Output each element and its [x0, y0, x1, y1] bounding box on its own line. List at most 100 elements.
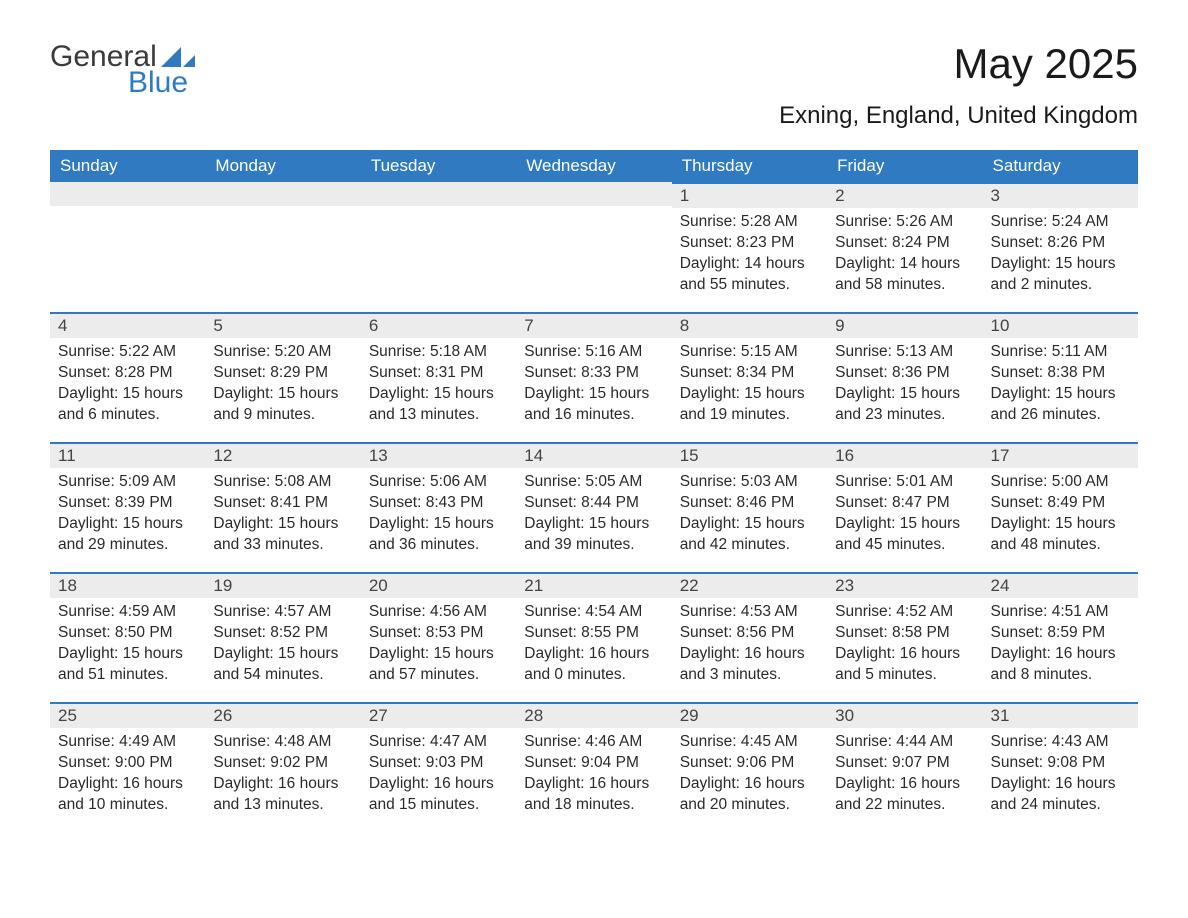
day-cell	[50, 182, 205, 312]
day-cell: 5Sunrise: 5:20 AMSunset: 8:29 PMDaylight…	[205, 312, 360, 442]
logo-word2: Blue	[128, 66, 188, 100]
day-cell: 31Sunrise: 4:43 AMSunset: 9:08 PMDayligh…	[983, 702, 1138, 832]
day-number-bar: 30	[827, 702, 982, 728]
sunrise-line: Sunrise: 5:16 AM	[524, 342, 663, 363]
day-content: Sunrise: 5:16 AMSunset: 8:33 PMDaylight:…	[516, 338, 671, 436]
day-cell: 20 Sunrise: 4:56 AMSunset: 8:53 PMDayligh…	[361, 572, 516, 702]
daylight-line: Daylight: 15 hours and 51 minutes.	[58, 644, 197, 686]
day-number-bar: 16	[827, 442, 982, 468]
day-number-bar: 8	[672, 312, 827, 338]
day-cell: 30Sunrise: 4:44 AMSunset: 9:07 PMDayligh…	[827, 702, 982, 832]
daylight-line: Daylight: 15 hours and 57 minutes.	[369, 644, 508, 686]
day-cell: 24Sunrise: 4:51 AMSunset: 8:59 PMDayligh…	[983, 572, 1138, 702]
day-number: 20	[369, 576, 388, 595]
sunrise-line: Sunrise: 5:28 AM	[680, 212, 819, 233]
day-number: 8	[680, 316, 689, 335]
day-cell	[361, 182, 516, 312]
sunset-line: Sunset: 8:46 PM	[680, 493, 819, 514]
logo-mark-icon	[161, 47, 195, 67]
day-cell: 11Sunrise: 5:09 AMSunset: 8:39 PMDayligh…	[50, 442, 205, 572]
sunrise-line: Sunrise: 5:20 AM	[213, 342, 352, 363]
day-cell: 10Sunrise: 5:11 AMSunset: 8:38 PMDayligh…	[983, 312, 1138, 442]
sunrise-line: Sunrise: 5:11 AM	[991, 342, 1130, 363]
day-content: Sunrise: 5:26 AMSunset: 8:24 PMDaylight:…	[827, 208, 982, 306]
day-number-bar	[50, 182, 205, 206]
day-number-bar: 24	[983, 572, 1138, 598]
day-content: Sunrise: 5:24 AMSunset: 8:26 PMDaylight:…	[983, 208, 1138, 306]
daylight-line: Daylight: 16 hours and 10 minutes.	[58, 774, 197, 816]
day-content: Sunrise: 5:28 AMSunset: 8:23 PMDaylight:…	[672, 208, 827, 306]
day-content: Sunrise: 5:00 AMSunset: 8:49 PMDaylight:…	[983, 468, 1138, 566]
sunset-line: Sunset: 8:26 PM	[991, 233, 1130, 254]
day-number: 14	[524, 446, 543, 465]
sunset-line: Sunset: 8:52 PM	[213, 623, 352, 644]
sunset-line: Sunset: 8:23 PM	[680, 233, 819, 254]
daylight-line: Daylight: 16 hours and 15 minutes.	[369, 774, 508, 816]
day-number-bar: 10	[983, 312, 1138, 338]
day-cell: 15Sunrise: 5:03 AMSunset: 8:46 PMDayligh…	[672, 442, 827, 572]
day-number: 17	[991, 446, 1010, 465]
daylight-line: Daylight: 15 hours and 45 minutes.	[835, 514, 974, 556]
day-content: Sunrise: 4:46 AMSunset: 9:04 PMDaylight:…	[516, 728, 671, 826]
day-number-bar: 21	[516, 572, 671, 598]
day-number-bar: 4	[50, 312, 205, 338]
sunrise-line: Sunrise: 5:01 AM	[835, 472, 974, 493]
day-content: Sunrise: 4:57 AMSunset: 8:52 PMDaylight:…	[205, 598, 360, 696]
day-content: Sunrise: 4:51 AMSunset: 8:59 PMDaylight:…	[983, 598, 1138, 696]
day-header-row: SundayMondayTuesdayWednesdayThursdayFrid…	[50, 150, 1138, 182]
day-number-bar: 2	[827, 182, 982, 208]
daylight-line: Daylight: 16 hours and 8 minutes.	[991, 644, 1130, 686]
day-cell: 7Sunrise: 5:16 AMSunset: 8:33 PMDaylight…	[516, 312, 671, 442]
day-content: Sunrise: 5:18 AMSunset: 8:31 PMDaylight:…	[361, 338, 516, 436]
sunrise-line: Sunrise: 4:47 AM	[369, 732, 508, 753]
sunset-line: Sunset: 8:34 PM	[680, 363, 819, 384]
day-header: Monday	[205, 150, 360, 182]
daylight-line: Daylight: 15 hours and 36 minutes.	[369, 514, 508, 556]
sunrise-line: Sunrise: 4:57 AM	[213, 602, 352, 623]
day-number-bar	[516, 182, 671, 206]
day-number-bar: 26	[205, 702, 360, 728]
day-number: 18	[58, 576, 77, 595]
sunrise-line: Sunrise: 4:52 AM	[835, 602, 974, 623]
sunset-line: Sunset: 8:29 PM	[213, 363, 352, 384]
week-row: 4Sunrise: 5:22 AMSunset: 8:28 PMDaylight…	[50, 312, 1138, 442]
day-header: Wednesday	[516, 150, 671, 182]
sunset-line: Sunset: 8:58 PM	[835, 623, 974, 644]
day-number-bar: 9	[827, 312, 982, 338]
logo: General Blue	[50, 40, 195, 100]
daylight-line: Daylight: 16 hours and 5 minutes.	[835, 644, 974, 686]
day-cell: 21Sunrise: 4:54 AMSunset: 8:55 PMDayligh…	[516, 572, 671, 702]
sunrise-line: Sunrise: 4:56 AM	[369, 602, 508, 623]
sunrise-line: Sunrise: 5:26 AM	[835, 212, 974, 233]
day-number-bar: 17	[983, 442, 1138, 468]
sunset-line: Sunset: 8:28 PM	[58, 363, 197, 384]
sunrise-line: Sunrise: 4:45 AM	[680, 732, 819, 753]
day-number: 1	[680, 186, 689, 205]
sunrise-line: Sunrise: 5:15 AM	[680, 342, 819, 363]
day-cell: 19Sunrise: 4:57 AMSunset: 8:52 PMDayligh…	[205, 572, 360, 702]
day-content: Sunrise: 4:44 AMSunset: 9:07 PMDaylight:…	[827, 728, 982, 826]
day-number-bar: 27	[361, 702, 516, 728]
month-title: May 2025	[779, 40, 1138, 88]
day-number-bar: 22	[672, 572, 827, 598]
calendar: SundayMondayTuesdayWednesdayThursdayFrid…	[50, 150, 1138, 832]
day-cell: 13Sunrise: 5:06 AMSunset: 8:43 PMDayligh…	[361, 442, 516, 572]
day-cell: 9Sunrise: 5:13 AMSunset: 8:36 PMDaylight…	[827, 312, 982, 442]
header: General Blue May 2025 Exning, England, U…	[50, 40, 1138, 140]
day-number-bar: 3	[983, 182, 1138, 208]
day-content: Sunrise: 5:03 AMSunset: 8:46 PMDaylight:…	[672, 468, 827, 566]
sunset-line: Sunset: 8:50 PM	[58, 623, 197, 644]
daylight-line: Daylight: 15 hours and 26 minutes.	[991, 384, 1130, 426]
day-content: Sunrise: 4:56 AMSunset: 8:53 PMDaylight:…	[361, 598, 516, 696]
sunset-line: Sunset: 8:47 PM	[835, 493, 974, 514]
day-cell: 16 Sunrise: 5:01 AMSunset: 8:47 PMDayligh…	[827, 442, 982, 572]
daylight-line: Daylight: 16 hours and 24 minutes.	[991, 774, 1130, 816]
day-number: 13	[369, 446, 388, 465]
day-number: 26	[213, 706, 232, 725]
day-content: Sunrise: 4:47 AMSunset: 9:03 PMDaylight:…	[361, 728, 516, 826]
sunset-line: Sunset: 8:56 PM	[680, 623, 819, 644]
sunset-line: Sunset: 8:59 PM	[991, 623, 1130, 644]
day-number-bar: 6	[361, 312, 516, 338]
day-number-bar: 19	[205, 572, 360, 598]
day-number: 23	[835, 576, 854, 595]
